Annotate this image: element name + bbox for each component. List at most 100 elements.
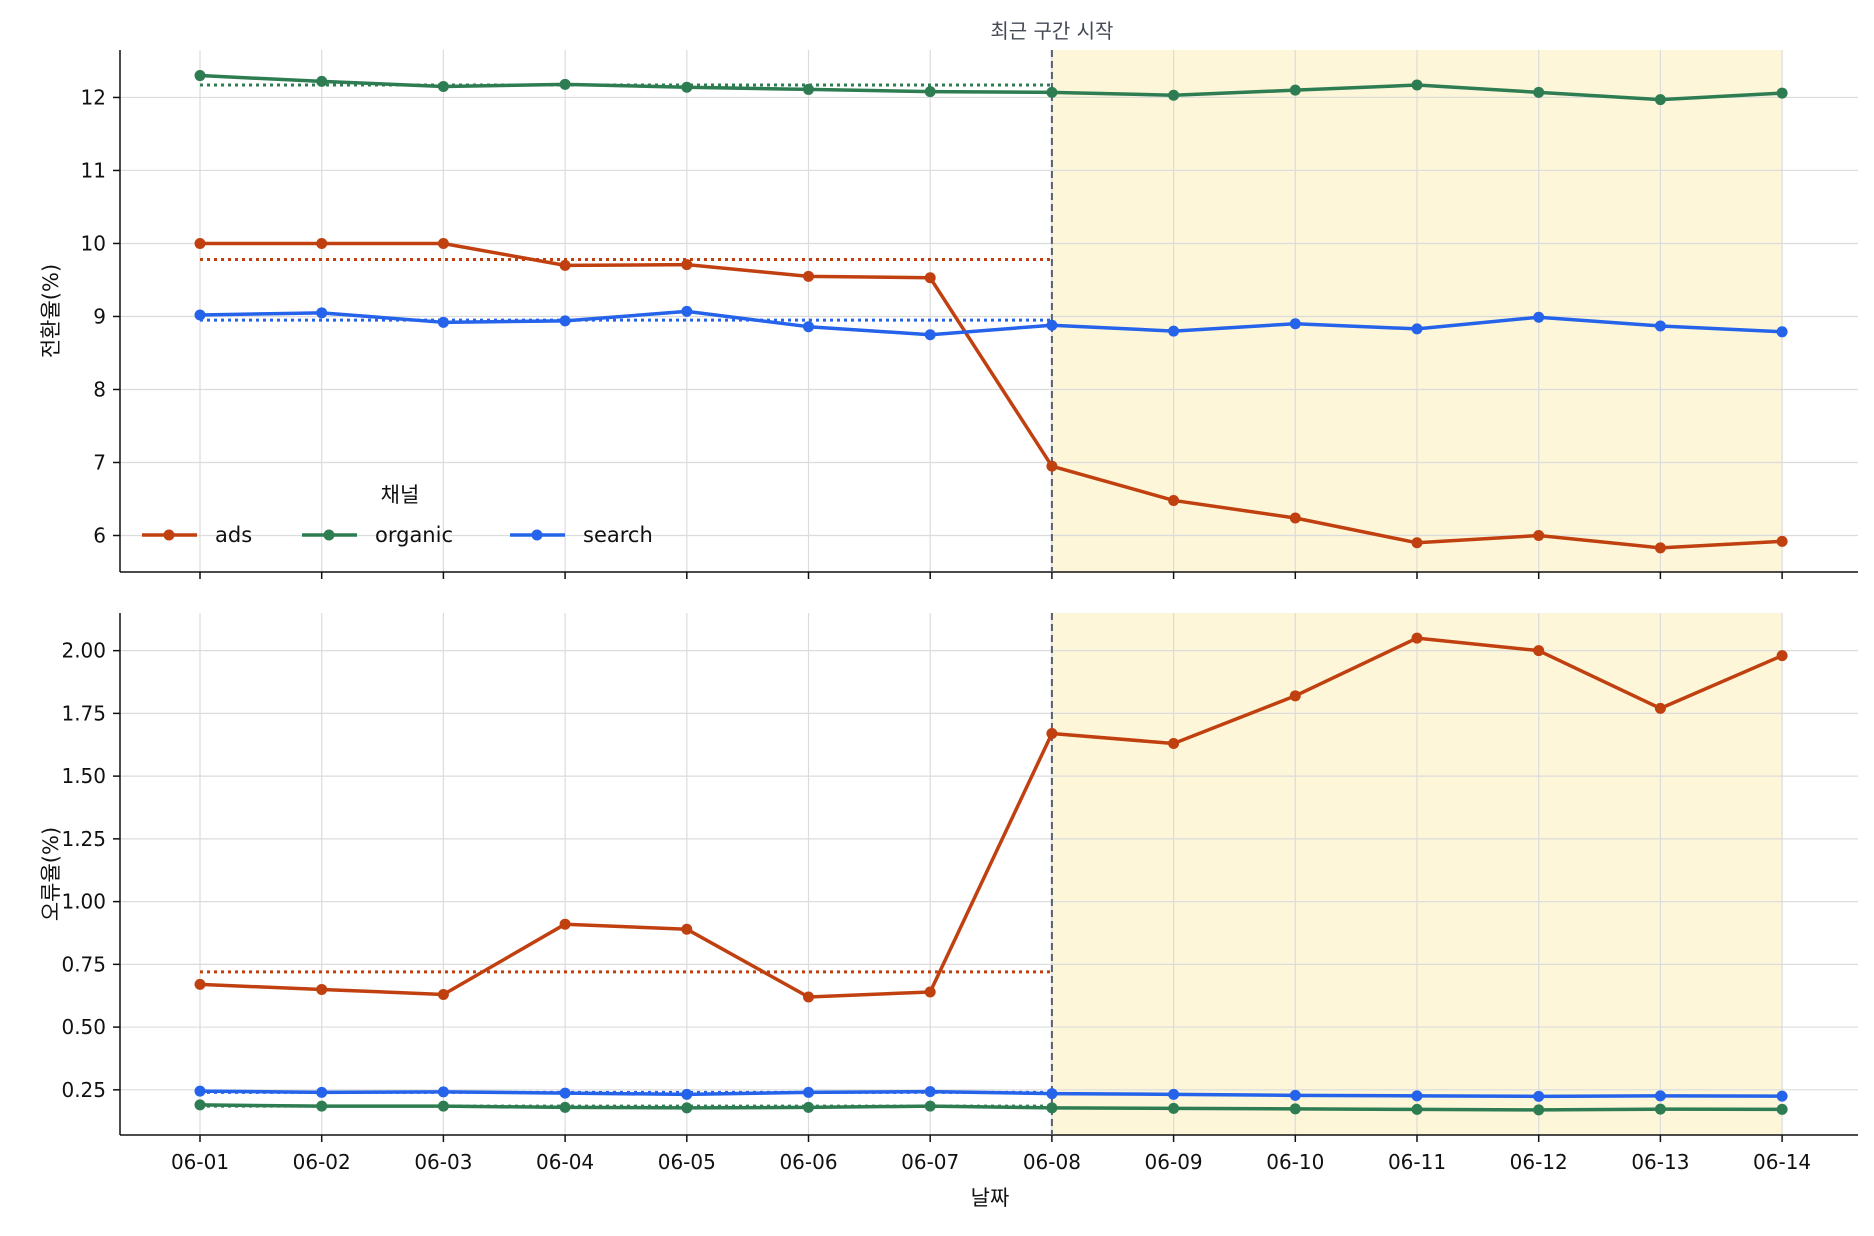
- data-point-organic: [1533, 86, 1545, 98]
- data-point-organic: [1168, 89, 1180, 101]
- data-point-search: [194, 309, 206, 321]
- data-point-search: [437, 1086, 449, 1098]
- y-axis-label: 전환율(%): [39, 264, 63, 358]
- data-point-search: [1411, 323, 1423, 335]
- x-tick-label: 06-13: [1631, 1150, 1689, 1174]
- data-point-ads: [1533, 645, 1545, 657]
- series-line-ads: [199, 636, 1783, 999]
- x-tick-label: 06-07: [901, 1150, 959, 1174]
- annotation-label: 최근 구간 시작: [990, 19, 1113, 43]
- data-point-organic: [1289, 1103, 1301, 1115]
- data-point-ads: [1168, 494, 1180, 506]
- y-tick-label: 9: [93, 304, 106, 328]
- legend-label-organic: organic: [375, 523, 453, 547]
- y-tick-label: 8: [93, 377, 106, 401]
- data-point-search: [1654, 320, 1666, 332]
- data-point-ads: [1533, 529, 1545, 541]
- x-tick-label: 06-14: [1753, 1150, 1811, 1174]
- data-point-search: [681, 1088, 693, 1100]
- data-point-ads: [316, 237, 328, 249]
- panel-bottom: 0.25 0.50 0.75 1.00 1.25 1.50 1.75 2.00 오류율(%) 06…: [39, 613, 1858, 1210]
- y-tick-label: 6: [93, 523, 106, 547]
- y-tick-label: 7: [93, 450, 106, 474]
- legend-label-ads: ads: [215, 523, 252, 547]
- data-point-organic: [559, 78, 571, 90]
- data-point-search: [681, 305, 693, 317]
- data-point-organic: [1411, 79, 1423, 91]
- data-point-search: [1776, 326, 1788, 338]
- data-point-ads: [803, 991, 814, 1003]
- data-point-ads: [1411, 537, 1423, 549]
- data-point-organic: [194, 70, 206, 82]
- y-tick-label: 11: [81, 158, 106, 182]
- data-point-organic: [437, 1100, 449, 1112]
- data-point-search: [1289, 1089, 1301, 1101]
- data-point-ads: [924, 272, 936, 284]
- data-point-ads: [316, 983, 328, 995]
- data-point-search: [437, 316, 449, 328]
- x-tick-label: 06-11: [1388, 1150, 1446, 1174]
- x-tick-label: 06-02: [293, 1150, 351, 1174]
- data-point-ads: [1046, 460, 1058, 472]
- data-point-organic: [1654, 94, 1666, 106]
- data-point-ads: [437, 237, 449, 249]
- y-tick-label: 1.25: [61, 827, 106, 851]
- data-point-ads: [1776, 650, 1788, 662]
- legend-label-search: search: [583, 523, 653, 547]
- x-tick-label: 06-04: [536, 1150, 594, 1174]
- y-tick-label: 12: [81, 85, 106, 109]
- data-point-ads: [1776, 535, 1788, 547]
- legend-marker-ads: [163, 529, 175, 541]
- data-point-search: [924, 329, 936, 341]
- data-point-organic: [1168, 1102, 1180, 1114]
- x-tick-label: 06-05: [658, 1150, 716, 1174]
- data-point-organic: [1776, 1103, 1788, 1115]
- data-point-organic: [437, 81, 449, 93]
- data-point-ads: [1654, 542, 1666, 554]
- data-point-search: [559, 315, 571, 327]
- y-axis-label: 오류율(%): [39, 827, 63, 921]
- data-point-search: [803, 1086, 814, 1098]
- series-line-organic: [199, 1103, 1783, 1112]
- data-point-ads: [681, 259, 693, 271]
- data-point-search: [924, 1086, 936, 1098]
- x-tick-label: 06-06: [779, 1150, 837, 1174]
- data-point-search: [1533, 1090, 1545, 1102]
- y-tick-label: 0.75: [61, 952, 106, 976]
- data-point-ads: [194, 237, 206, 249]
- data-point-ads: [559, 918, 571, 930]
- data-point-search: [316, 1086, 328, 1098]
- data-point-ads: [1289, 512, 1301, 524]
- data-point-organic: [1046, 86, 1058, 98]
- data-point-search: [1168, 1088, 1180, 1100]
- x-tick-label: 06-03: [414, 1150, 472, 1174]
- y-tick-label: 10: [81, 231, 106, 255]
- data-point-organic: [1411, 1103, 1423, 1115]
- data-point-ads: [437, 988, 449, 1000]
- data-point-organic: [924, 86, 936, 98]
- data-point-search: [1776, 1090, 1788, 1102]
- data-point-ads: [559, 259, 571, 271]
- data-point-organic: [194, 1099, 206, 1111]
- data-point-organic: [1533, 1104, 1545, 1116]
- x-axis-label: 날짜: [971, 1186, 1010, 1210]
- data-point-ads: [924, 986, 936, 998]
- legend: 채널 ads organic search: [142, 483, 653, 547]
- data-point-organic: [681, 81, 693, 93]
- data-point-search: [1289, 318, 1301, 330]
- data-point-search: [1046, 1088, 1058, 1100]
- data-point-organic: [316, 1100, 328, 1112]
- data-point-ads: [803, 270, 814, 282]
- data-point-organic: [1776, 87, 1788, 99]
- y-tick-label: 1.75: [61, 701, 106, 725]
- data-point-search: [1168, 325, 1180, 337]
- x-tick-label: 06-09: [1145, 1150, 1203, 1174]
- series-line-organic: [199, 73, 1783, 102]
- series-line-search: [199, 1089, 1783, 1099]
- y-tick-label: 0.50: [61, 1015, 106, 1039]
- data-point-search: [1533, 311, 1545, 323]
- data-point-ads: [1168, 738, 1180, 749]
- legend-marker-search: [531, 529, 543, 541]
